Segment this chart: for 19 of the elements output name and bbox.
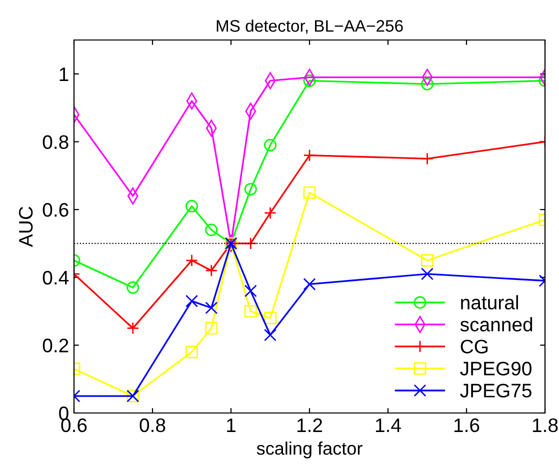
x-tick-label: 1.8 (532, 418, 558, 432)
y-axis-title: AUC (18, 206, 33, 247)
legend-label: scanned (460, 317, 532, 332)
y-tick-label: 0.6 (42, 203, 68, 217)
x-tick-label: 1.6 (454, 418, 480, 432)
x-axis-title: scaling factor (256, 442, 362, 458)
y-tick-label: 0.2 (42, 338, 68, 352)
y-tick-label: 0.8 (42, 135, 68, 149)
legend-label: JPEG75 (460, 384, 532, 398)
x-tick-label: 1.4 (376, 418, 401, 432)
y-tick-label: 1 (60, 68, 68, 81)
legend-label: JPEG90 (460, 362, 532, 376)
x-tick-label: 1.2 (297, 418, 322, 432)
legend-label: CG (460, 340, 488, 354)
x-tick-label: 0.8 (140, 418, 166, 432)
y-tick-label: 0.4 (42, 270, 69, 285)
chart-title: MS detector, BL−AA−256 (216, 20, 403, 34)
x-tick-label: 1 (227, 418, 236, 432)
legend-label: natural (461, 295, 518, 310)
